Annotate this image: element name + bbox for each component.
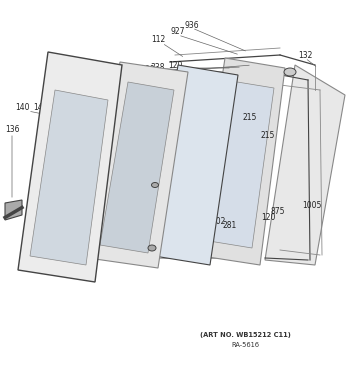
Text: 120: 120 — [168, 60, 182, 69]
Text: 101: 101 — [201, 223, 215, 232]
Text: 609: 609 — [88, 94, 102, 103]
Text: 112: 112 — [151, 35, 165, 44]
Polygon shape — [100, 82, 174, 253]
Text: 281: 281 — [223, 222, 237, 231]
Text: 102: 102 — [211, 217, 225, 226]
Text: 101: 101 — [131, 73, 145, 82]
Ellipse shape — [284, 68, 296, 76]
Text: 215: 215 — [261, 131, 275, 140]
Text: 1005: 1005 — [302, 201, 322, 210]
Text: 875: 875 — [271, 207, 285, 216]
Text: 113: 113 — [151, 223, 165, 232]
Text: 927: 927 — [171, 28, 185, 37]
Text: 907: 907 — [75, 91, 89, 100]
Polygon shape — [88, 62, 188, 268]
Ellipse shape — [152, 182, 159, 188]
Polygon shape — [18, 52, 122, 282]
Text: 906: 906 — [58, 97, 72, 106]
Text: RA-5616: RA-5616 — [231, 342, 259, 348]
Text: 140: 140 — [15, 103, 29, 113]
Text: 902: 902 — [123, 85, 137, 94]
Text: 339: 339 — [141, 66, 155, 75]
Polygon shape — [195, 58, 285, 265]
Polygon shape — [265, 65, 345, 265]
Text: 144: 144 — [63, 90, 77, 98]
Text: 132: 132 — [298, 50, 312, 60]
Text: 215: 215 — [243, 113, 257, 122]
Polygon shape — [30, 90, 108, 265]
Polygon shape — [148, 65, 238, 265]
Polygon shape — [203, 80, 274, 248]
Text: 120: 120 — [261, 213, 275, 223]
Text: 936: 936 — [185, 21, 199, 29]
Ellipse shape — [148, 245, 156, 251]
Text: 145: 145 — [33, 103, 47, 113]
Text: 338: 338 — [151, 63, 165, 72]
Polygon shape — [5, 200, 22, 220]
Text: (ART NO. WB15212 C11): (ART NO. WB15212 C11) — [199, 332, 290, 338]
Text: 136: 136 — [5, 125, 19, 135]
